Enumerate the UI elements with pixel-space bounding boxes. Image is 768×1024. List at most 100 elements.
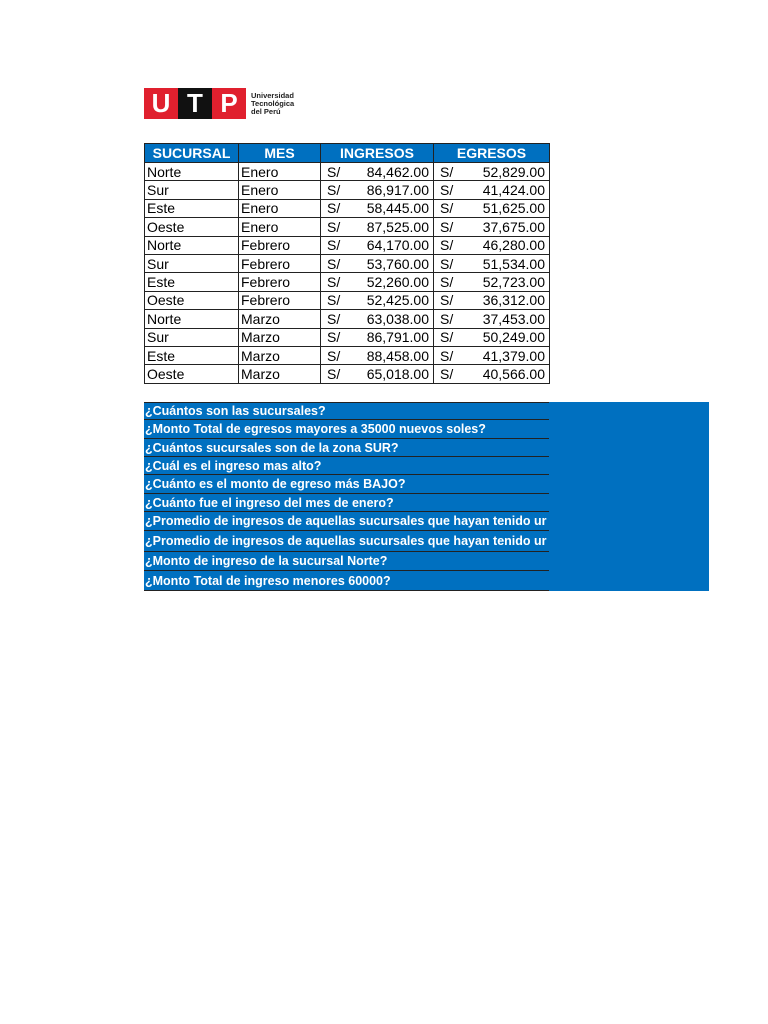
cell-sucursal[interactable]: Este xyxy=(144,272,239,292)
cell-currency: S/ xyxy=(433,345,456,366)
cell-ingresos[interactable]: 65,018.00 xyxy=(342,364,434,384)
cell-mes[interactable]: Marzo xyxy=(238,309,321,329)
question-cell[interactable]: ¿Cuántos son las sucursales? xyxy=(144,402,549,420)
header-sucursal: SUCURSAL xyxy=(144,143,239,163)
cell-ingresos[interactable]: 63,038.00 xyxy=(342,309,434,329)
cell-ingresos[interactable]: 84,462.00 xyxy=(342,161,434,182)
questions-block xyxy=(144,402,709,591)
table-header-row: SUCURSAL MES INGRESOS EGRESOS xyxy=(144,143,550,163)
cell-egresos[interactable]: 46,280.00 xyxy=(455,235,550,255)
cell-egresos[interactable]: 41,424.00 xyxy=(455,180,550,200)
table-row: Este Enero S/ 58,445.00 S/ 51,625.00 xyxy=(144,198,550,219)
cell-mes[interactable]: Marzo xyxy=(238,345,321,366)
cell-ingresos[interactable]: 52,425.00 xyxy=(342,290,434,311)
cell-mes[interactable]: Febrero xyxy=(238,290,321,311)
cell-currency: S/ xyxy=(320,217,343,237)
logo-letter-u: U xyxy=(144,88,178,119)
cell-sucursal[interactable]: Sur xyxy=(144,327,239,347)
logo-text-line: Universidad xyxy=(251,91,294,100)
logo-text-line: del Perú xyxy=(251,107,281,116)
cell-sucursal[interactable]: Oeste xyxy=(144,217,239,237)
cell-ingresos[interactable]: 64,170.00 xyxy=(342,235,434,255)
cell-sucursal[interactable]: Norte xyxy=(144,161,239,182)
cell-sucursal[interactable]: Oeste xyxy=(144,290,239,311)
question-cell[interactable]: ¿Cuánto es el monto de egreso más BAJO? xyxy=(144,475,549,494)
question-cell[interactable]: ¿Monto de ingreso de la sucursal Norte? xyxy=(144,552,549,571)
cell-mes[interactable]: Febrero xyxy=(238,235,321,255)
cell-ingresos[interactable]: 52,260.00 xyxy=(342,272,434,292)
cell-mes[interactable]: Enero xyxy=(238,161,321,182)
cell-sucursal[interactable]: Este xyxy=(144,345,239,366)
cell-ingresos[interactable]: 86,917.00 xyxy=(342,180,434,200)
cell-ingresos[interactable]: 86,791.00 xyxy=(342,327,434,347)
header-mes: MES xyxy=(238,143,321,163)
cell-sucursal[interactable]: Sur xyxy=(144,253,239,274)
cell-egresos[interactable]: 37,675.00 xyxy=(455,217,550,237)
cell-mes[interactable]: Marzo xyxy=(238,327,321,347)
logo-text-line: Tecnológica xyxy=(251,99,295,108)
cell-mes[interactable]: Febrero xyxy=(238,272,321,292)
table-row: Norte Febrero S/ 64,170.00 S/ 46,280.00 xyxy=(144,235,550,255)
logo-text: Universidad Tecnológica del Perú xyxy=(251,92,294,116)
question-cell[interactable]: ¿Cuál es el ingreso mas alto? xyxy=(144,457,549,475)
question-cell[interactable]: ¿Monto Total de ingreso menores 60000? xyxy=(144,571,549,591)
cell-egresos[interactable]: 51,534.00 xyxy=(455,253,550,274)
logo-letter-t: T xyxy=(178,88,212,119)
cell-egresos[interactable]: 50,249.00 xyxy=(455,327,550,347)
cell-currency: S/ xyxy=(320,327,343,347)
cell-egresos[interactable]: 37,453.00 xyxy=(455,309,550,329)
cell-currency: S/ xyxy=(433,217,456,237)
question-cell[interactable]: ¿Monto Total de egresos mayores a 35000 … xyxy=(144,420,549,439)
cell-currency: S/ xyxy=(433,309,456,329)
cell-mes[interactable]: Enero xyxy=(238,180,321,200)
cell-egresos[interactable]: 52,723.00 xyxy=(455,272,550,292)
cell-sucursal[interactable]: Norte xyxy=(144,235,239,255)
table-row: Este Febrero S/ 52,260.00 S/ 52,723.00 xyxy=(144,272,550,292)
cell-ingresos[interactable]: 87,525.00 xyxy=(342,217,434,237)
cell-currency: S/ xyxy=(433,364,456,384)
cell-egresos[interactable]: 41,379.00 xyxy=(455,345,550,366)
question-cell[interactable]: ¿Promedio de ingresos de aquellas sucurs… xyxy=(144,531,549,552)
header-ingresos: INGRESOS xyxy=(320,143,434,163)
cell-mes[interactable]: Enero xyxy=(238,198,321,219)
cell-currency: S/ xyxy=(433,327,456,347)
logo-letter-p: P xyxy=(212,88,246,119)
cell-egresos[interactable]: 51,625.00 xyxy=(455,198,550,219)
cell-currency: S/ xyxy=(433,198,456,219)
data-table: SUCURSAL MES INGRESOS EGRESOS Norte Ener… xyxy=(144,143,550,384)
cell-currency: S/ xyxy=(320,345,343,366)
question-cell[interactable]: ¿Promedio de ingresos de aquellas sucurs… xyxy=(144,512,549,531)
cell-sucursal[interactable]: Oeste xyxy=(144,364,239,384)
cell-egresos[interactable]: 52,829.00 xyxy=(455,161,550,182)
cell-currency: S/ xyxy=(433,235,456,255)
cell-currency: S/ xyxy=(320,364,343,384)
cell-currency: S/ xyxy=(320,253,343,274)
cell-currency: S/ xyxy=(433,290,456,311)
table-row: Oeste Marzo S/ 65,018.00 S/ 40,566.00 xyxy=(144,364,550,384)
cell-currency: S/ xyxy=(320,290,343,311)
table-row: Norte Enero S/ 84,462.00 S/ 52,829.00 xyxy=(144,161,550,182)
cell-egresos[interactable]: 36,312.00 xyxy=(455,290,550,311)
table-row: Este Marzo S/ 88,458.00 S/ 41,379.00 xyxy=(144,345,550,366)
question-cell[interactable]: ¿Cuánto fue el ingreso del mes de enero? xyxy=(144,494,549,512)
cell-sucursal[interactable]: Este xyxy=(144,198,239,219)
cell-egresos[interactable]: 40,566.00 xyxy=(455,364,550,384)
cell-mes[interactable]: Marzo xyxy=(238,364,321,384)
cell-mes[interactable]: Febrero xyxy=(238,253,321,274)
cell-currency: S/ xyxy=(433,272,456,292)
cell-sucursal[interactable]: Norte xyxy=(144,309,239,329)
cell-currency: S/ xyxy=(320,198,343,219)
cell-currency: S/ xyxy=(433,161,456,182)
cell-currency: S/ xyxy=(433,253,456,274)
cell-currency: S/ xyxy=(320,235,343,255)
cell-ingresos[interactable]: 88,458.00 xyxy=(342,345,434,366)
cell-currency: S/ xyxy=(320,180,343,200)
cell-sucursal[interactable]: Sur xyxy=(144,180,239,200)
table-row: Oeste Febrero S/ 52,425.00 S/ 36,312.00 xyxy=(144,290,550,311)
cell-mes[interactable]: Enero xyxy=(238,217,321,237)
cell-currency: S/ xyxy=(320,309,343,329)
cell-ingresos[interactable]: 53,760.00 xyxy=(342,253,434,274)
question-cell[interactable]: ¿Cuántos sucursales son de la zona SUR? xyxy=(144,439,549,457)
cell-ingresos[interactable]: 58,445.00 xyxy=(342,198,434,219)
header-egresos: EGRESOS xyxy=(433,143,550,163)
